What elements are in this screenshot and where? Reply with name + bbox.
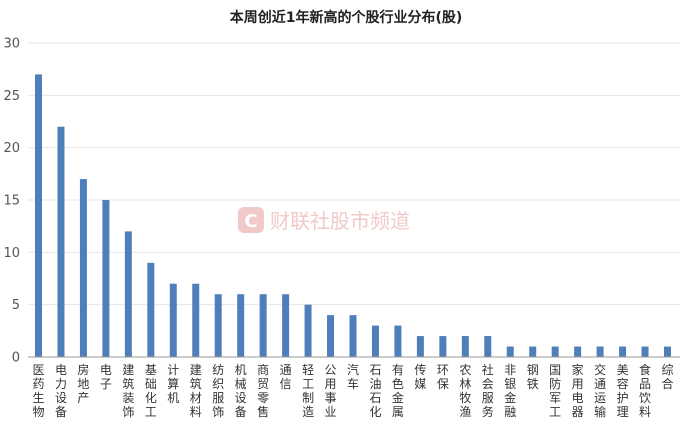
bar <box>124 231 132 357</box>
x-tick-label: 非银金融 <box>504 363 516 419</box>
bar <box>192 283 200 357</box>
x-tick-label: 建筑材料 <box>190 363 202 419</box>
bar <box>439 336 447 357</box>
bar <box>147 262 155 357</box>
bar <box>596 346 604 357</box>
bar <box>327 315 335 357</box>
x-tick-label: 食品饮料 <box>639 362 651 419</box>
x-tick-label: 房地产 <box>77 362 89 405</box>
x-tick-label: 传媒 <box>414 362 426 391</box>
y-tick-label: 15 <box>3 194 20 209</box>
bar <box>461 336 469 357</box>
bar <box>79 179 87 357</box>
x-tick-label: 基础化工 <box>145 363 157 419</box>
bar <box>574 346 582 357</box>
bar <box>35 74 42 358</box>
x-tick-label: 电力设备 <box>55 363 67 419</box>
x-tick-label: 农林牧渔 <box>459 363 471 419</box>
bar <box>551 346 559 357</box>
y-tick-label: 0 <box>12 351 20 366</box>
bar <box>529 346 537 357</box>
bar <box>394 325 402 357</box>
y-tick-label: 5 <box>12 298 20 313</box>
bar <box>484 336 492 357</box>
bar <box>169 283 177 357</box>
x-tick-label: 轻工制造 <box>302 363 314 419</box>
chart-title: 本周创近1年新高的个股行业分布(股) <box>230 9 463 26</box>
watermark-logo <box>238 207 264 233</box>
x-tick-label: 交通运输 <box>594 362 606 419</box>
gridlines <box>28 42 680 306</box>
x-tick-label: 机械设备 <box>235 363 247 419</box>
watermark-text: 财联社股市频道 <box>270 209 410 233</box>
bar <box>371 325 379 357</box>
x-tick-label: 建筑装饰 <box>122 363 134 419</box>
x-tick-label: 社会服务 <box>482 362 494 419</box>
bar <box>102 200 110 357</box>
bar <box>619 346 627 357</box>
bar <box>259 294 267 357</box>
x-tick-label: 纺织服饰 <box>212 363 224 419</box>
bar <box>57 126 65 357</box>
x-tick-label: 环保 <box>437 363 449 391</box>
x-tick-label: 石油石化 <box>369 363 381 419</box>
x-tick-label: 家用电器 <box>572 362 584 419</box>
x-tick-label: 有色金属 <box>392 363 404 419</box>
x-tick-label: 钢铁 <box>527 363 539 391</box>
x-tick-label: 美容护理 <box>617 363 629 419</box>
y-tick-label: 10 <box>3 246 20 261</box>
x-axis-ticks: 医药生物电力设备房地产电子建筑装饰基础化工计算机建筑材料纺织服饰机械设备商贸零售… <box>32 362 673 419</box>
bar <box>641 346 649 357</box>
y-axis-ticks: 0 5 10 15 20 25 30 <box>3 37 20 366</box>
x-tick-label: 商贸零售 <box>257 362 269 419</box>
bar <box>214 294 222 357</box>
x-tick-label: 公用事业 <box>325 363 337 419</box>
bar <box>416 336 424 357</box>
bar <box>304 304 312 357</box>
x-tick-label: 电子 <box>100 363 112 391</box>
x-tick-label: 通信 <box>280 363 292 391</box>
watermark: C 财联社股市频道 <box>238 207 410 233</box>
bar <box>664 346 671 357</box>
bar <box>506 346 514 357</box>
x-tick-label: 国防军工 <box>549 363 561 419</box>
y-tick-label: 30 <box>3 37 20 52</box>
bar <box>349 315 357 357</box>
x-tick-label: 计算机 <box>167 363 179 405</box>
bar <box>282 294 290 357</box>
y-tick-label: 25 <box>3 89 20 104</box>
x-tick-label: 汽车 <box>347 362 359 391</box>
x-tick-label: 医药生物 <box>32 363 44 419</box>
bar <box>237 294 245 357</box>
bars <box>35 74 671 358</box>
x-tick-label: 综合 <box>661 363 673 391</box>
watermark-logo-letter: C <box>244 211 257 232</box>
y-tick-label: 20 <box>3 141 20 156</box>
